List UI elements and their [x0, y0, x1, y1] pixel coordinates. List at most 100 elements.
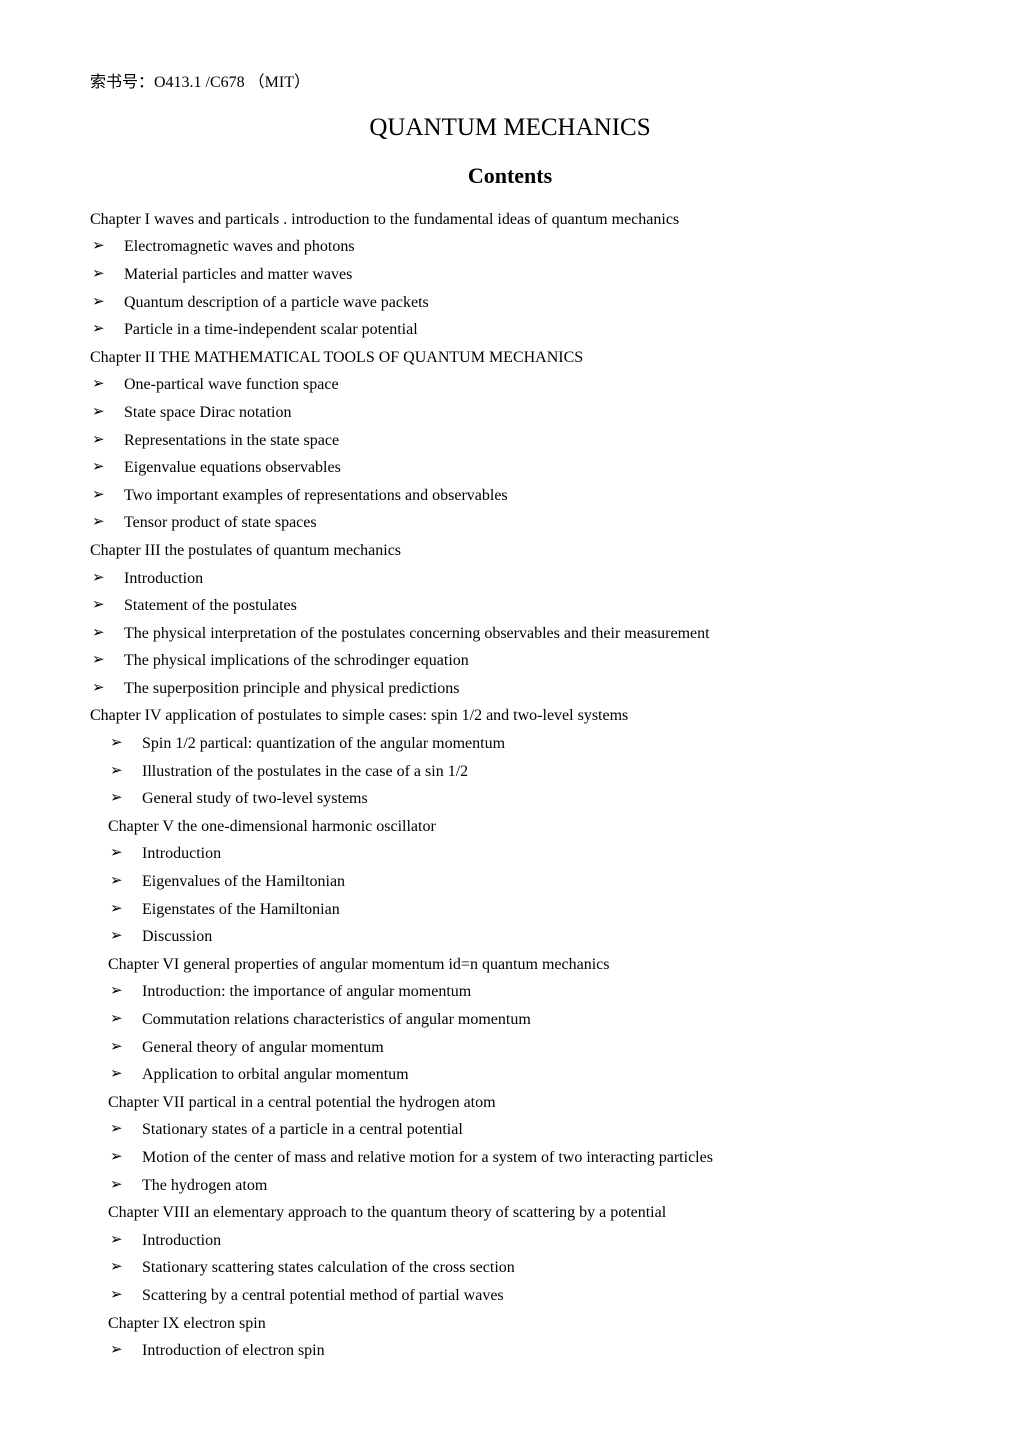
bullet-icon: ➢: [108, 979, 142, 1003]
toc-item: ➢Introduction: [108, 841, 930, 867]
toc-item-text: Introduction: [124, 566, 930, 592]
chapter-heading: Chapter VI general properties of angular…: [90, 952, 930, 978]
call-number: 索书号：O413.1 /C678 （MIT）: [90, 70, 930, 96]
chapter-item-list: ➢Introduction➢Statement of the postulate…: [90, 566, 930, 702]
toc-item: ➢Introduction: the importance of angular…: [108, 979, 930, 1005]
toc-item-text: The physical interpretation of the postu…: [124, 621, 930, 647]
toc-item: ➢Eigenvalues of the Hamiltonian: [108, 869, 930, 895]
bullet-icon: ➢: [108, 924, 142, 948]
toc-item: ➢Quantum description of a particle wave …: [90, 290, 930, 316]
toc-item: ➢Tensor product of state spaces: [90, 510, 930, 536]
toc-item-text: The hydrogen atom: [142, 1173, 930, 1199]
bullet-icon: ➢: [108, 1035, 142, 1059]
bullet-icon: ➢: [90, 400, 124, 424]
toc-item: ➢Introduction: [108, 1228, 930, 1254]
bullet-icon: ➢: [108, 1173, 142, 1197]
toc-item-text: Eigenvalue equations observables: [124, 455, 930, 481]
chapter-item-list: ➢Stationary states of a particle in a ce…: [90, 1117, 930, 1198]
bullet-icon: ➢: [108, 1283, 142, 1307]
bullet-icon: ➢: [108, 1228, 142, 1252]
toc-item-text: General theory of angular momentum: [142, 1035, 930, 1061]
toc-item: ➢Scattering by a central potential metho…: [108, 1283, 930, 1309]
bullet-icon: ➢: [90, 593, 124, 617]
toc-item-text: Stationary states of a particle in a cen…: [142, 1117, 930, 1143]
toc-item: ➢Two important examples of representatio…: [90, 483, 930, 509]
toc-item-text: Eigenstates of the Hamiltonian: [142, 897, 930, 923]
toc-item: ➢Commutation relations characteristics o…: [108, 1007, 930, 1033]
toc-item-text: Introduction: the importance of angular …: [142, 979, 930, 1005]
toc-item-text: One-partical wave function space: [124, 372, 930, 398]
document-subtitle: Contents: [90, 158, 930, 193]
toc-item: ➢Illustration of the postulates in the c…: [108, 759, 930, 785]
chapter-heading: Chapter II THE MATHEMATICAL TOOLS OF QUA…: [90, 345, 930, 371]
toc-item-text: Statement of the postulates: [124, 593, 930, 619]
toc-item-text: Spin 1/2 partical: quantization of the a…: [142, 731, 930, 757]
bullet-icon: ➢: [108, 897, 142, 921]
bullet-icon: ➢: [90, 455, 124, 479]
chapter-heading: Chapter IX electron spin: [90, 1311, 930, 1337]
bullet-icon: ➢: [108, 786, 142, 810]
bullet-icon: ➢: [108, 731, 142, 755]
toc-item-text: Eigenvalues of the Hamiltonian: [142, 869, 930, 895]
toc-item: ➢Electromagnetic waves and photons: [90, 234, 930, 260]
toc-item: ➢Stationary scattering states calculatio…: [108, 1255, 930, 1281]
toc-item: ➢Introduction of electron spin: [108, 1338, 930, 1364]
bullet-icon: ➢: [90, 234, 124, 258]
toc-item-text: State space Dirac notation: [124, 400, 930, 426]
bullet-icon: ➢: [90, 648, 124, 672]
toc-item: ➢Discussion: [108, 924, 930, 950]
toc-item: ➢Introduction: [90, 566, 930, 592]
chapter-heading: Chapter VIII an elementary approach to t…: [90, 1200, 930, 1226]
bullet-icon: ➢: [90, 510, 124, 534]
toc-item-text: Scattering by a central potential method…: [142, 1283, 930, 1309]
bullet-icon: ➢: [90, 372, 124, 396]
toc-item-text: Electromagnetic waves and photons: [124, 234, 930, 260]
toc-item-text: Representations in the state space: [124, 428, 930, 454]
toc-item-text: Discussion: [142, 924, 930, 950]
toc-item-text: Quantum description of a particle wave p…: [124, 290, 930, 316]
toc-item: ➢The hydrogen atom: [108, 1173, 930, 1199]
toc-item: ➢Application to orbital angular momentum: [108, 1062, 930, 1088]
bullet-icon: ➢: [90, 317, 124, 341]
toc-item: ➢General theory of angular momentum: [108, 1035, 930, 1061]
chapter-item-list: ➢Introduction of electron spin: [90, 1338, 930, 1364]
bullet-icon: ➢: [108, 1117, 142, 1141]
toc-item-text: Motion of the center of mass and relativ…: [142, 1145, 930, 1171]
toc-item: ➢Representations in the state space: [90, 428, 930, 454]
toc-item-text: Two important examples of representation…: [124, 483, 930, 509]
toc-item: ➢The superposition principle and physica…: [90, 676, 930, 702]
toc-item-text: Tensor product of state spaces: [124, 510, 930, 536]
table-of-contents: Chapter I waves and particals . introduc…: [90, 207, 930, 1364]
toc-item-text: Particle in a time-independent scalar po…: [124, 317, 930, 343]
toc-item: ➢Particle in a time-independent scalar p…: [90, 317, 930, 343]
toc-item-text: Material particles and matter waves: [124, 262, 930, 288]
toc-item: ➢Motion of the center of mass and relati…: [108, 1145, 930, 1171]
bullet-icon: ➢: [108, 1062, 142, 1086]
bullet-icon: ➢: [108, 759, 142, 783]
toc-item: ➢The physical implications of the schrod…: [90, 648, 930, 674]
toc-item-text: Introduction: [142, 841, 930, 867]
bullet-icon: ➢: [90, 290, 124, 314]
chapter-item-list: ➢Electromagnetic waves and photons➢Mater…: [90, 234, 930, 342]
toc-item-text: Introduction of electron spin: [142, 1338, 930, 1364]
toc-item-text: General study of two-level systems: [142, 786, 930, 812]
bullet-icon: ➢: [90, 676, 124, 700]
toc-item-text: Stationary scattering states calculation…: [142, 1255, 930, 1281]
chapter-item-list: ➢Spin 1/2 partical: quantization of the …: [90, 731, 930, 812]
chapter-item-list: ➢Introduction➢Stationary scattering stat…: [90, 1228, 930, 1309]
toc-item-text: The physical implications of the schrodi…: [124, 648, 930, 674]
toc-item: ➢The physical interpretation of the post…: [90, 621, 930, 647]
toc-item-text: Introduction: [142, 1228, 930, 1254]
chapter-heading: Chapter III the postulates of quantum me…: [90, 538, 930, 564]
document-title: QUANTUM MECHANICS: [90, 108, 930, 148]
toc-item: ➢Eigenvalue equations observables: [90, 455, 930, 481]
toc-item-text: Illustration of the postulates in the ca…: [142, 759, 930, 785]
bullet-icon: ➢: [108, 841, 142, 865]
chapter-item-list: ➢Introduction: the importance of angular…: [90, 979, 930, 1087]
toc-item-text: Commutation relations characteristics of…: [142, 1007, 930, 1033]
toc-item: ➢Stationary states of a particle in a ce…: [108, 1117, 930, 1143]
chapter-item-list: ➢Introduction➢Eigenvalues of the Hamilto…: [90, 841, 930, 949]
toc-item: ➢State space Dirac notation: [90, 400, 930, 426]
chapter-heading: Chapter IV application of postulates to …: [90, 703, 930, 729]
chapter-heading: Chapter V the one-dimensional harmonic o…: [90, 814, 930, 840]
